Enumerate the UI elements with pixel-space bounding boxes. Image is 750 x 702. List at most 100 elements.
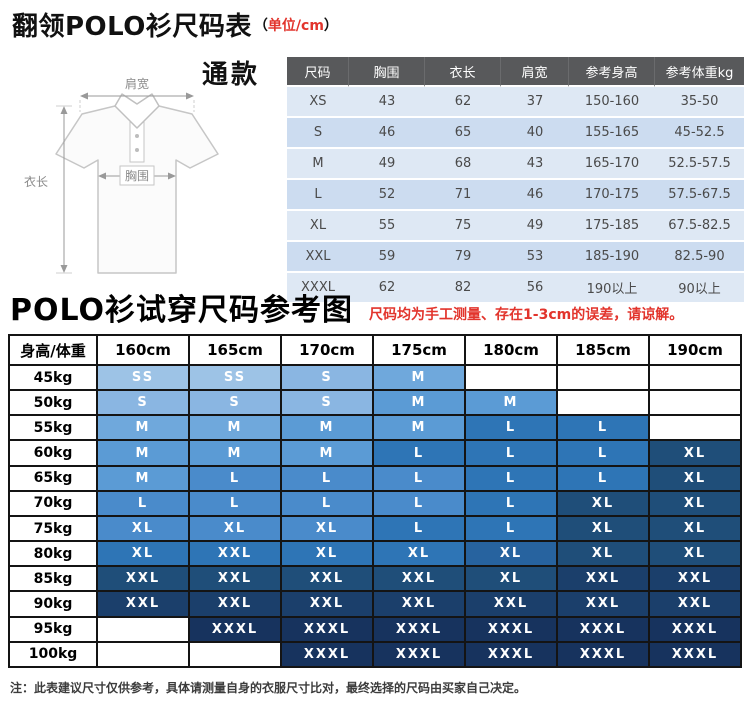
fit-table-size-cell: XXXL — [464, 615, 558, 643]
size-table-row: M 49 68 43 165-170 52.5-57.5 — [287, 149, 744, 180]
size-table-cell: 45-52.5 — [655, 118, 744, 149]
fit-table-size-cell: XXXL — [464, 640, 558, 669]
fit-table-weight-cell: 85kg — [8, 565, 98, 593]
size-table-header-cell: 胸围 — [349, 57, 425, 87]
fit-table-size-cell: XXXL — [372, 640, 466, 669]
fit-table-size-cell: L — [464, 414, 558, 442]
fit-table-size-cell: XXXL — [280, 615, 374, 643]
fit-table-weight-cell: 100kg — [8, 640, 98, 669]
arrow-right-icon — [168, 172, 176, 180]
fit-table-size-cell: XXL — [648, 590, 742, 618]
shirt-diagram: 肩宽 衣长 胸围 — [22, 58, 272, 283]
fit-table-size-cell: L — [556, 439, 650, 467]
fit-table-size-cell: XL — [188, 514, 282, 543]
fit-table-size-cell: M — [280, 414, 374, 442]
fit-table-row: 70kg L L L L L XL XL — [8, 489, 742, 517]
fit-table-size-cell: M — [372, 414, 466, 442]
fit-table-header-row: 身高/体重 160cm 165cm 170cm 175cm 180cm 185cm 190cm — [8, 334, 742, 366]
fit-table-empty-cell — [556, 389, 650, 417]
fit-table-weight-cell: 55kg — [8, 414, 98, 442]
unit-close: ） — [323, 17, 338, 34]
size-table-cell: XS — [287, 87, 349, 118]
fit-table-row: 60kg M M M L L L XL — [8, 439, 742, 467]
fit-table-empty-cell — [556, 363, 650, 392]
arrow-left-icon — [80, 92, 88, 100]
size-table-cell: 155-165 — [569, 118, 655, 149]
fit-table-weight-cell: 80kg — [8, 540, 98, 568]
size-table-row: XXL 59 79 53 185-190 82.5-90 — [287, 242, 744, 273]
fit-table-size-cell: XL — [648, 439, 742, 467]
fit-table-size-cell: XXL — [372, 565, 466, 593]
size-table-row: S 46 65 40 155-165 45-52.5 — [287, 118, 744, 149]
fit-table-size-cell: XL — [464, 540, 558, 568]
fit-table-size-cell: L — [372, 514, 466, 543]
size-table-cell: 165-170 — [569, 149, 655, 180]
fit-table-size-cell: XL — [556, 540, 650, 568]
size-table-cell: 52.5-57.5 — [655, 149, 744, 180]
fit-table-height-header: 160cm — [96, 334, 190, 366]
fit-table-size-cell: XL — [372, 540, 466, 568]
fit-table-empty-cell — [188, 640, 282, 669]
fit-table-size-cell: XXL — [188, 565, 282, 593]
size-table-cell: 37 — [501, 87, 569, 118]
fit-table-weight-cell: 50kg — [8, 389, 98, 417]
size-table-header-cell: 尺码 — [287, 57, 349, 87]
fit-table-row: 90kg XXL XXL XXL XXL XXL XXL XXL — [8, 590, 742, 618]
size-table-cell: 175-185 — [569, 211, 655, 242]
fit-table-size-cell: XL — [280, 514, 374, 543]
size-table-header-row: 尺码 胸围 衣长 肩宽 参考身高 参考体重kg — [287, 57, 744, 87]
fit-table-size-cell: XXXL — [556, 640, 650, 669]
fit-table-empty-cell — [96, 640, 190, 669]
fit-table-row: 75kg XL XL XL L L XL XL — [8, 514, 742, 543]
fit-table-size-cell: L — [372, 464, 466, 492]
fit-table-weight-cell: 60kg — [8, 439, 98, 467]
size-table-cell: S — [287, 118, 349, 149]
fit-table-size-cell: S — [280, 389, 374, 417]
fit-table-size-cell: SS — [188, 363, 282, 392]
arrow-up-icon — [60, 106, 68, 114]
size-table-cell: 59 — [349, 242, 425, 273]
fit-table-size-cell: M — [464, 389, 558, 417]
fit-table-size-cell: M — [96, 414, 190, 442]
fit-table-size-cell: M — [372, 363, 466, 392]
unit-open: （ — [253, 17, 268, 34]
fit-table-height-header: 185cm — [556, 334, 650, 366]
shirt-button-icon — [135, 134, 139, 138]
size-table-cell: 82 — [425, 273, 501, 304]
size-table-cell: 67.5-82.5 — [655, 211, 744, 242]
size-table-cell: 43 — [501, 149, 569, 180]
fit-table-size-cell: XXXL — [188, 615, 282, 643]
size-table-cell: 82.5-90 — [655, 242, 744, 273]
fit-table-size-cell: L — [556, 464, 650, 492]
fit-table-row: 45kg SS SS S M — [8, 363, 742, 392]
page-title-unit: （单位/cm） — [254, 15, 338, 35]
fit-table-size-cell: L — [464, 514, 558, 543]
size-table-row: L 52 71 46 170-175 57.5-67.5 — [287, 180, 744, 211]
fit-table-size-cell: XXL — [280, 590, 374, 618]
fit-table-size-cell: S — [188, 389, 282, 417]
fit-table-size-cell: XXL — [96, 590, 190, 618]
size-table-cell: 52 — [349, 180, 425, 211]
fit-table-size-cell: M — [96, 439, 190, 467]
size-table-cell: 62 — [425, 87, 501, 118]
fit-table-size-cell: S — [96, 389, 190, 417]
fit-table-corner-header: 身高/体重 — [8, 334, 98, 366]
fit-table-size-cell: L — [372, 489, 466, 517]
fit-table-size-cell: XXL — [188, 540, 282, 568]
size-table-cell: 90以上 — [655, 273, 744, 304]
arrow-right-icon — [186, 92, 194, 100]
size-table-cell: 46 — [349, 118, 425, 149]
fit-table-size-cell: XXL — [280, 565, 374, 593]
size-table-cell: XXL — [287, 242, 349, 273]
chest-label-box — [119, 165, 155, 186]
fit-table-size-cell: XL — [96, 514, 190, 543]
fit-table-size-cell: XL — [648, 464, 742, 492]
size-table-header-cell: 肩宽 — [501, 57, 569, 87]
fit-chart-title: POLO衫试穿尺码参考图 — [10, 293, 354, 328]
size-table-cell: 53 — [501, 242, 569, 273]
fit-table-size-cell: L — [188, 464, 282, 492]
fit-table-size-cell: M — [280, 439, 374, 467]
size-table-cell: 57.5-67.5 — [655, 180, 744, 211]
fit-table-size-cell: L — [280, 464, 374, 492]
fit-table-size-cell: M — [372, 389, 466, 417]
